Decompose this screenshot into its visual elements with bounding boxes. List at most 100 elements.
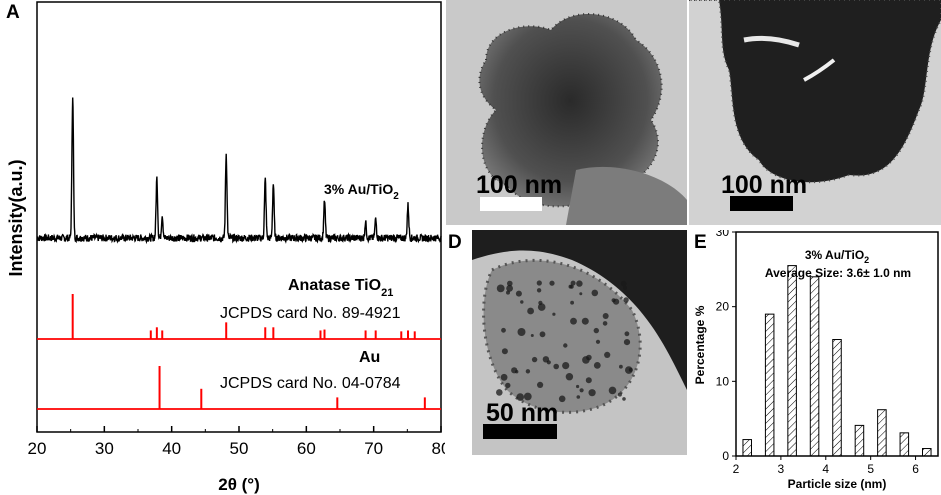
nanoparticle-dot bbox=[576, 395, 581, 399]
nanoparticle-dot bbox=[517, 328, 526, 336]
nanoparticle-dot bbox=[536, 288, 542, 293]
nanoparticle-dot bbox=[536, 280, 542, 286]
xrd-series-label: 3% Au/TiO2 bbox=[324, 181, 399, 202]
nanoparticle-dot bbox=[530, 334, 534, 337]
nanoparticle-dot bbox=[515, 290, 522, 297]
scale-text-b: 100 nm bbox=[476, 171, 563, 199]
histogram-bar bbox=[742, 439, 752, 457]
nanoparticle-dot bbox=[619, 364, 623, 369]
anatase-title: Anatase TiO21 bbox=[288, 277, 393, 299]
tem-image-d bbox=[472, 230, 687, 455]
au-title: Au bbox=[359, 349, 380, 366]
nanoparticle-dot bbox=[562, 362, 570, 370]
nanoparticle-dot bbox=[527, 307, 534, 315]
nanoparticle-dot bbox=[602, 313, 609, 319]
nanoparticle-dot bbox=[553, 363, 559, 370]
xrd-x-tick-label: 60 bbox=[297, 439, 316, 458]
xrd-x-tick-label: 50 bbox=[230, 439, 249, 458]
histogram-bar bbox=[809, 276, 820, 457]
nanoparticle-dot bbox=[620, 280, 627, 287]
histogram-x-tick-label: 4 bbox=[822, 462, 829, 476]
nanoparticle-dot bbox=[539, 331, 546, 338]
nanoparticle-dot bbox=[613, 298, 620, 305]
nanoparticle-dot bbox=[520, 300, 524, 304]
xrd-plot-frame bbox=[36, 1, 442, 433]
xrd-x-tick-label: 70 bbox=[364, 439, 383, 458]
nanoparticle-dot bbox=[523, 392, 532, 401]
nanoparticle-dot bbox=[581, 317, 589, 325]
xrd-y-axis-label: Intensity(a.u.) bbox=[6, 159, 26, 276]
nanoparticle-dot bbox=[570, 317, 577, 325]
histogram-y-tick-label: 30 bbox=[716, 230, 730, 239]
nanoparticle-dot bbox=[537, 381, 544, 388]
nanoparticle-dot bbox=[570, 300, 574, 305]
scale-text-c: 100 nm bbox=[721, 171, 808, 199]
nanoparticle-dot bbox=[576, 384, 580, 389]
xrd-chart: 20304050607080 3% Au/TiO2 Anatase TiO21 … bbox=[6, 1, 445, 494]
histogram-y-axis-label: Percentage % bbox=[693, 305, 707, 384]
histogram-x-tick-label: 5 bbox=[867, 462, 874, 476]
nanoparticle-dot bbox=[505, 382, 511, 389]
nanoparticle-dot bbox=[602, 321, 608, 326]
tem-image-d-graphic bbox=[472, 230, 687, 414]
nanoparticle-dot bbox=[622, 285, 628, 290]
nanoparticle-dot bbox=[623, 339, 631, 346]
histogram-bar bbox=[854, 424, 865, 457]
nanoparticle-dot bbox=[579, 388, 584, 393]
nanoparticle-dot bbox=[622, 397, 626, 401]
nanoparticle-dot bbox=[525, 369, 531, 374]
nanoparticle-dot bbox=[531, 356, 538, 363]
nanoparticle-dot bbox=[500, 373, 508, 381]
nanoparticle-dot bbox=[579, 292, 583, 296]
nanoparticle-dot bbox=[542, 356, 550, 363]
tem-image-b-graphic bbox=[478, 13, 687, 225]
tem-image-b bbox=[446, 0, 687, 225]
panel-label-e: E bbox=[694, 232, 707, 253]
nanoparticle-dot bbox=[595, 339, 601, 344]
histogram-bar bbox=[787, 265, 797, 457]
histogram-x-axis-label: Particle size (nm) bbox=[788, 477, 887, 491]
histogram-title: 3% Au/TiO2 bbox=[805, 248, 869, 265]
nanoparticle-dot bbox=[576, 280, 583, 287]
scale-text-d: 50 nm bbox=[486, 399, 559, 427]
nanoparticle-dot bbox=[582, 356, 590, 364]
nanoparticle-dot bbox=[617, 392, 622, 397]
nanoparticle-dot bbox=[496, 284, 505, 293]
nanoparticle-dot bbox=[604, 351, 611, 358]
nanoparticle-dot bbox=[565, 373, 574, 381]
histogram-bar bbox=[922, 448, 932, 457]
nanoparticle-dot bbox=[501, 348, 508, 355]
au-card: JCPDS card No. 04-0784 bbox=[220, 375, 401, 392]
nanoparticle-dot bbox=[628, 367, 633, 372]
xrd-x-tick-label: 40 bbox=[162, 439, 181, 458]
histogram-y-tick-label: 10 bbox=[716, 374, 730, 388]
xrd-x-tick-label: 80 bbox=[432, 439, 445, 458]
scale-bar-b bbox=[480, 197, 542, 211]
nanoparticle-dot bbox=[593, 362, 601, 369]
histogram-chart: 2 3 4 5 6 0 10 20 30 3% Au/TiO2 Average Size: 3.… bbox=[693, 230, 939, 491]
scale-bar-d bbox=[483, 424, 557, 439]
xrd-pattern-line bbox=[36, 97, 442, 245]
histogram-x-tick-label: 3 bbox=[778, 462, 785, 476]
xrd-x-axis-label: 2θ (°) bbox=[218, 475, 260, 494]
tem-image-c bbox=[689, 0, 941, 225]
nanoparticle-dot bbox=[515, 370, 519, 374]
histogram-y-tick-label: 20 bbox=[716, 300, 730, 314]
histogram-x-tick-label: 6 bbox=[912, 462, 919, 476]
nanoparticle-dot bbox=[588, 389, 596, 397]
nanoparticle-dot bbox=[538, 300, 543, 305]
nanoparticle-dot bbox=[558, 395, 566, 403]
nanoparticle-dot bbox=[623, 297, 629, 303]
nanoparticle-dot bbox=[563, 343, 568, 348]
nanoparticle-dot bbox=[624, 331, 630, 337]
nanoparticle-dot bbox=[552, 312, 556, 316]
nanoparticle-dot bbox=[591, 289, 599, 297]
nanoparticle-dot bbox=[569, 284, 574, 289]
scale-bar-c bbox=[730, 196, 793, 211]
tem-image-c-graphic bbox=[689, 0, 941, 184]
nanoparticle-dot bbox=[593, 327, 599, 334]
nanoparticle-dot bbox=[608, 386, 617, 395]
histogram-bar bbox=[832, 339, 842, 457]
nanoparticle-dot bbox=[507, 280, 513, 287]
histogram-x-tick-label: 2 bbox=[733, 462, 740, 476]
